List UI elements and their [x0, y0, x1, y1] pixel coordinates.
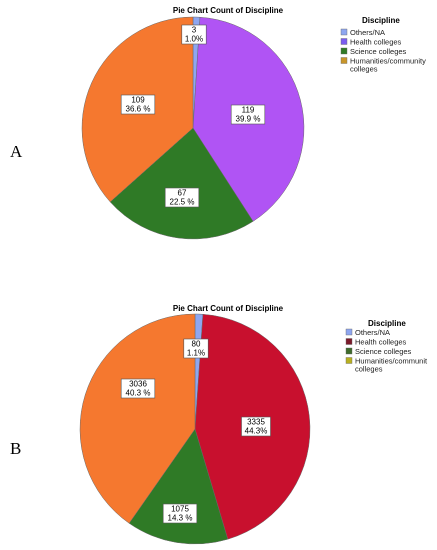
slice-percent-label: 14.3 % [168, 514, 193, 523]
pie-slice-science-colleges [128, 428, 229, 545]
legend-swatch [340, 47, 348, 55]
slice-percent-label: 39.9 % [236, 115, 261, 124]
legend-swatch [345, 338, 353, 345]
slice-percent-label: 22.5 % [170, 198, 195, 207]
legend-label: Health colleges [350, 38, 402, 47]
slice-count-label: 3335 [247, 418, 265, 427]
chart-title-a: Pie Chart Count of Discipline [173, 6, 284, 15]
legend-label-continued: colleges [350, 65, 378, 74]
panel-letter-b: B [10, 439, 21, 458]
slice-count-label: 67 [178, 189, 187, 198]
legend-swatch [345, 328, 353, 336]
legend-label: Humanities/community [350, 57, 426, 66]
slice-count-label: 119 [242, 106, 255, 115]
slice-label-box [120, 378, 156, 399]
chart-title-b: Pie Chart Count of Discipline [173, 304, 284, 313]
legend-title-b: Discipline [368, 319, 406, 328]
slice-label-box [241, 416, 271, 437]
slice-label-box [162, 503, 198, 524]
panel-letter-a: A [10, 142, 23, 161]
slice-percent-label: 1.1% [187, 349, 205, 358]
slice-count-label: 1075 [171, 505, 189, 514]
slice-count-label: 109 [131, 96, 145, 105]
pie-chart-panel-b: B Pie Chart Count of Discipline 801.1% 33… [10, 304, 428, 545]
slice-count-label: 3 [192, 26, 197, 35]
slice-percent-label: 1.0% [185, 35, 203, 44]
legend-label: Health colleges [355, 338, 407, 347]
legend-swatch [340, 38, 348, 45]
legend-label-continued: colleges [355, 365, 383, 374]
legend-title-a: Discipline [362, 16, 400, 25]
legend-label: Others/NA [355, 328, 390, 337]
legend-swatch [340, 28, 348, 36]
slice-percent-label: 36.6 % [126, 105, 151, 114]
slice-percent-label: 40.3 % [126, 389, 151, 398]
legend-label: Science colleges [350, 47, 407, 56]
slice-label-box [120, 94, 156, 115]
legend-label: Humanities/communit [355, 357, 428, 366]
pie-slice-science-colleges [109, 127, 254, 240]
slice-label-box [181, 24, 207, 45]
slice-label-box [183, 338, 209, 359]
slice-label-box [230, 104, 266, 125]
legend-label: Others/NA [350, 28, 385, 37]
pie-slice-humanities-community-colleges [79, 313, 196, 524]
legend-label: Science colleges [355, 347, 412, 356]
slice-percent-label: 44.3% [245, 427, 268, 436]
legend-swatch [345, 357, 353, 364]
slice-label-box [164, 187, 200, 208]
pie-chart-panel-a: A Pie Chart Count of Discipline 31.0% 119… [10, 6, 426, 240]
slice-count-label: 3036 [129, 380, 147, 389]
legend-swatch [345, 347, 353, 355]
legend-swatch [340, 57, 348, 64]
slice-count-label: 80 [192, 340, 201, 349]
